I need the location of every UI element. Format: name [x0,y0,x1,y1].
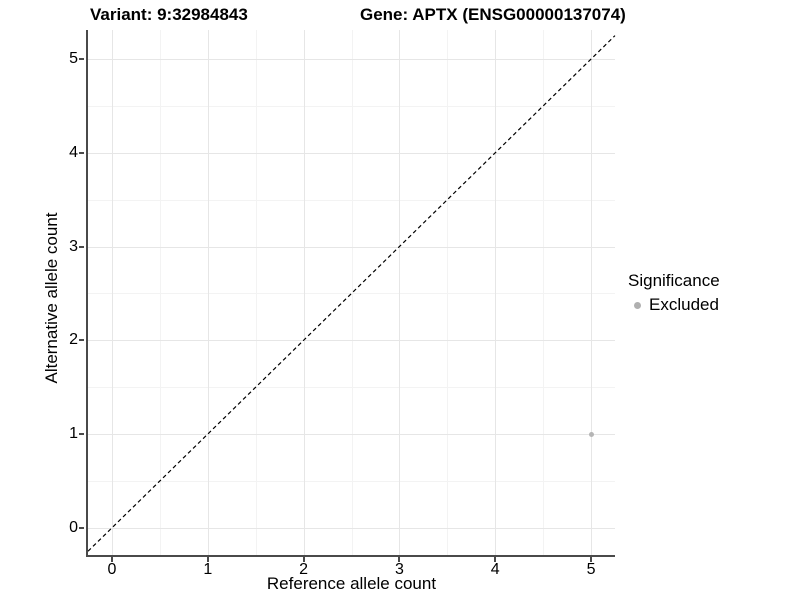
x-tick-label: 5 [586,561,596,578]
y-gridline-major [88,434,615,436]
data-point [588,431,594,437]
x-tick-mark [494,557,497,562]
y-gridline-major [88,152,615,154]
y-gridline-minor [88,387,615,389]
x-gridline-major [495,30,497,555]
x-gridline-minor [543,30,545,555]
y-gridline-minor [88,293,615,295]
x-tick-label: 2 [299,561,309,578]
y-gridline-minor [88,199,615,201]
x-tick-mark [398,557,401,562]
y-tick-label: 0 [69,518,78,536]
y-tick-mark [79,245,84,248]
x-tick-mark [206,557,209,562]
plot-title-variant: Variant: 9:32984843 [90,5,248,24]
y-gridline-major [88,527,615,529]
x-gridline-major [591,30,593,555]
x-axis-title: Reference allele count [266,574,437,593]
y-gridline-minor [88,480,615,482]
x-tick-label: 1 [203,561,213,578]
y-tick-mark [79,58,84,61]
legend-item-excluded: Excluded [628,295,720,315]
x-tick-label: 0 [107,561,117,578]
x-tick-label: 3 [394,561,404,578]
x-gridline-minor [255,30,257,555]
y-tick-mark [79,339,84,342]
x-gridline-major [303,30,305,555]
y-axis-title: Alternative allele count [42,212,61,384]
y-tick-mark [79,433,84,436]
x-gridline-major [207,30,209,555]
x-gridline-minor [159,30,161,555]
y-tick-mark [79,151,84,154]
identity-line [87,35,616,552]
y-tick-label: 1 [69,425,78,443]
x-gridline-minor [351,30,353,555]
x-gridline-major [399,30,401,555]
x-tick-mark [302,557,305,562]
identity-line-layer [87,35,616,552]
plot-title-gene: Gene: APTX (ENSG00000137074) [360,5,626,24]
y-gridline-major [88,246,615,248]
x-axis-line [86,555,615,557]
legend-title: Significance [628,271,720,290]
y-tick-label: 3 [69,237,78,255]
x-tick-mark [590,557,593,562]
legend: Significance Excluded [628,271,720,315]
legend-point-icon [634,301,641,309]
y-tick-label: 4 [69,143,78,161]
plot-panel: 0 1 2 3 4 5 0 1 2 3 4 5 [69,30,616,578]
legend-item-label: Excluded [649,295,719,314]
x-tick-mark [110,557,113,562]
y-tick-mark [79,526,84,529]
y-tick-label: 5 [69,50,78,68]
y-gridline-minor [88,105,615,107]
x-gridline-major [111,30,113,555]
y-axis-line [86,30,88,557]
x-gridline-minor [447,30,449,555]
y-gridline-major [88,59,615,61]
y-gridline-major [88,340,615,342]
x-tick-label: 4 [490,561,500,578]
y-tick-label: 2 [69,331,78,349]
